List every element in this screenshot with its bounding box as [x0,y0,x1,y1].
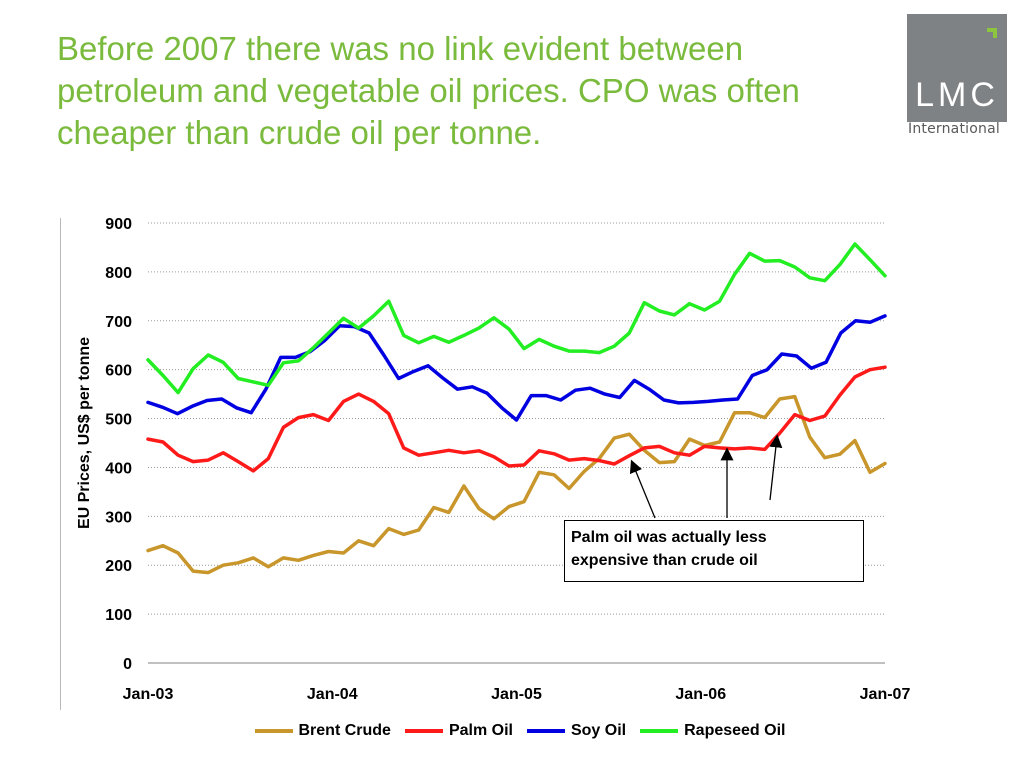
legend-label: Brent Crude [298,722,391,739]
y-tick-label: 200 [105,558,132,575]
legend-item: Rapeseed Oil [640,722,785,740]
logo-text: LMC [915,76,999,114]
y-tick-label: 600 [105,363,132,380]
left-divider [60,218,61,710]
y-tick-label: 500 [105,412,132,429]
title-line: petroleum and vegetable oil prices. CPO … [57,72,800,109]
slide-title: Before 2007 there was no link evident be… [57,28,887,154]
y-tick-label: 800 [105,265,132,282]
x-tick-label: Jan-04 [307,686,358,703]
series-line-brent-crude [146,394,887,575]
chart-legend: Brent Crude Palm Oil Soy Oil Rapeseed Oi… [220,720,820,742]
annotation-arrow [629,459,656,519]
logo-subtitle: International [908,121,1000,137]
annotation-line: Palm oil was actually less [571,529,767,546]
x-tick-label: Jan-05 [491,686,542,703]
annotation-line: expensive than crude oil [571,552,758,569]
legend-swatch [640,729,679,733]
annotation-arrow [769,434,783,501]
logo-corner-mark [987,28,997,38]
logo-box: LMC [907,14,1007,122]
lmc-logo: LMC International [907,14,1007,138]
legend-item: Palm Oil [404,722,513,740]
x-tick-label: Jan-07 [860,686,911,703]
y-tick-label: 100 [105,607,132,624]
annotation-box: Palm oil was actually less expensive tha… [564,520,864,582]
legend-item: Soy Oil [526,722,627,740]
x-tick-label: Jan-03 [123,686,174,703]
legend-swatch [526,729,565,733]
y-axis-title: EU Prices, US$ per tonne [76,337,93,529]
title-line: cheaper than crude oil per tonne. [57,114,542,151]
y-tick-label: 700 [105,314,132,331]
series-line-palm-oil [146,365,887,473]
y-tick-label: 0 [123,656,132,673]
y-tick-label: 900 [105,216,132,233]
y-tick-label: 400 [105,460,132,477]
series-line-rapeseed-oil [146,242,887,395]
legend-swatch [254,729,293,733]
legend-label: Rapeseed Oil [684,722,786,739]
legend-item: Brent Crude [254,722,391,740]
y-tick-label: 300 [105,509,132,526]
legend-label: Palm Oil [448,722,513,739]
legend-label: Soy Oil [570,722,627,739]
x-tick-label: Jan-06 [675,686,726,703]
legend-swatch [404,729,443,733]
title-line: Before 2007 there was no link evident be… [57,30,744,67]
